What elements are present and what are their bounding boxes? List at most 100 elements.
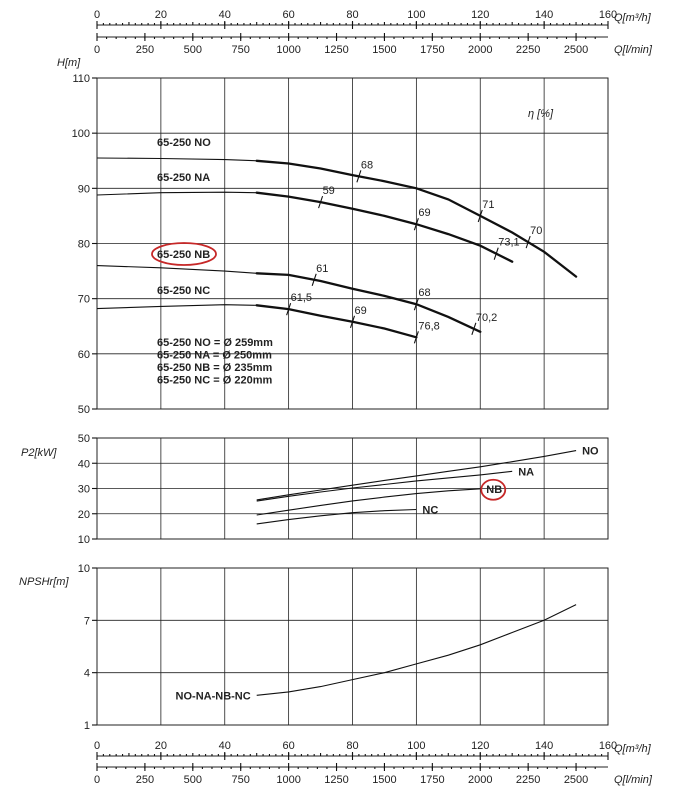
bottom-lmin-tick-label: 500 <box>184 774 202 786</box>
highlight-circle-nb-power <box>480 478 507 501</box>
axes-layer: 50 60 70 80 90 100 110 10 20 30 40 50 1 4 71 0 H[m] P2[kW… <box>19 9 653 786</box>
head-curve-2 <box>255 191 514 263</box>
bottom-lmin-unit-label: Q[l/min] <box>614 774 653 786</box>
npsh-ytick-label: 4 <box>84 668 90 680</box>
legend-entry-3: 65-250 NB = Ø 235mm <box>157 362 272 374</box>
power-curve-label-na: NA <box>518 466 534 478</box>
efficiency-mark-5 <box>413 218 419 231</box>
top-lmin-tick-label: 1500 <box>372 44 396 56</box>
top-lmin-tick-label: 250 <box>136 44 154 56</box>
head-axis-title: H[m] <box>57 57 81 69</box>
head-ytick-label: 100 <box>72 128 90 140</box>
efficiency-value-4: 59 <box>323 185 335 197</box>
efficiency-value-1: 68 <box>361 159 373 171</box>
top-lmin-tick-label: 2000 <box>468 44 492 56</box>
legend-entry-4: 65-250 NC = Ø 220mm <box>157 375 272 387</box>
bottom-lmin-tick-label: 250 <box>136 774 154 786</box>
top-m3h-tick-label: 0 <box>94 9 100 21</box>
npsh-curve <box>256 604 577 696</box>
top-lmin-tick-label: 500 <box>184 44 202 56</box>
top-m3h-tick-label: 140 <box>535 9 553 21</box>
top-m3h-tick-label: 20 <box>155 9 167 21</box>
efficiency-value-7: 61 <box>316 263 328 275</box>
efficiency-mark-7 <box>311 273 317 286</box>
head-ytick-label: 60 <box>78 349 90 361</box>
efficiency-axis-title: η [%] <box>528 108 554 120</box>
highlight-circle-nb <box>151 242 217 266</box>
efficiency-value-2: 71 <box>482 199 494 211</box>
head-curve-4 <box>255 304 418 339</box>
top-m3h-tick-label: 60 <box>283 9 295 21</box>
top-lmin-tick-label: 0 <box>94 44 100 56</box>
top-lmin-tick-label: 2500 <box>564 44 588 56</box>
npsh-ytick-label: 1 <box>84 720 90 732</box>
bottom-lmin-tick-label: 0 <box>94 774 100 786</box>
top-lmin-tick-label: 1000 <box>276 44 300 56</box>
efficiency-mark-11 <box>349 315 356 329</box>
top-m3h-tick-label: 40 <box>219 9 231 21</box>
npsh-curve-label: NO-NA-NB-NC <box>176 690 251 702</box>
power-curve-label-no: NO <box>582 446 599 458</box>
legend-entry-2: 65-250 NA = Ø 250mm <box>157 350 272 362</box>
top-lmin-tick-label: 1750 <box>420 44 444 56</box>
efficiency-value-8: 68 <box>418 287 430 299</box>
power-curve-nc <box>256 508 417 525</box>
power-curve-label-nc: NC <box>422 504 438 516</box>
bottom-lmin-tick-label: 2250 <box>516 774 540 786</box>
bottom-m3h-tick-label: 20 <box>155 740 167 752</box>
bottom-lmin-tick-label: 1000 <box>276 774 300 786</box>
bottom-m3h-tick-label: 40 <box>219 740 231 752</box>
legend-entry-1: 65-250 NO = Ø 259mm <box>157 337 273 349</box>
head-ytick-label: 110 <box>72 73 90 85</box>
efficiency-mark-1 <box>356 170 362 183</box>
head-ytick-label: 70 <box>78 294 90 306</box>
head-curve-3 <box>255 272 482 333</box>
power-ytick-label: 50 <box>78 433 90 445</box>
bottom-m3h-tick-label: 120 <box>471 740 489 752</box>
top-lmin-tick-label: 2250 <box>516 44 540 56</box>
efficiency-mark-3 <box>525 235 531 249</box>
efficiency-mark-12 <box>413 331 419 344</box>
bottom-m3h-tick-label: 60 <box>283 740 295 752</box>
efficiency-value-10: 61,5 <box>291 292 312 304</box>
grid-layer <box>92 77 609 726</box>
head-curve-label-1: 65-250 NO <box>157 137 211 149</box>
power-ytick-label: 30 <box>78 484 90 496</box>
efficiency-mark-6 <box>493 247 499 260</box>
power-axis-title: P2[kW] <box>21 447 57 459</box>
efficiency-mark-10 <box>286 302 292 316</box>
power-curve-no <box>256 450 577 501</box>
curves-layer <box>96 157 578 696</box>
npsh-axis-title: NPSHr[m] <box>19 576 69 588</box>
bottom-lmin-tick-label: 750 <box>232 774 250 786</box>
bottom-m3h-tick-label: 100 <box>407 740 425 752</box>
power-curve-na <box>256 470 513 502</box>
head-ytick-label: 90 <box>78 183 90 195</box>
top-m3h-tick-label: 160 <box>599 9 617 21</box>
bottom-m3h-tick-label: 140 <box>535 740 553 752</box>
bottom-lmin-tick-label: 1750 <box>420 774 444 786</box>
power-ytick-label: 20 <box>78 509 90 521</box>
power-ytick-label: 10 <box>78 534 90 546</box>
efficiency-value-11: 69 <box>355 305 367 317</box>
top-lmin-tick-label: 750 <box>232 44 250 56</box>
head-curve-3-flat-segment <box>96 265 257 274</box>
head-curve-1 <box>255 159 578 278</box>
efficiency-value-12: 76,8 <box>418 320 439 332</box>
efficiency-value-3: 70 <box>530 225 542 237</box>
top-m3h-unit-label: Q[m³/h] <box>614 12 652 24</box>
power-ytick-label: 40 <box>78 458 90 470</box>
top-m3h-tick-label: 120 <box>471 9 489 21</box>
efficiency-value-6: 73,1 <box>498 237 519 249</box>
head-ytick-label: 50 <box>78 404 90 416</box>
efficiency-mark-4 <box>318 195 324 209</box>
efficiency-value-5: 69 <box>418 207 430 219</box>
head-curve-4-flat-segment <box>96 304 257 310</box>
head-curve-label-3: 65-250 NB <box>157 249 210 261</box>
top-m3h-tick-label: 80 <box>346 9 358 21</box>
efficiency-mark-2 <box>477 209 483 223</box>
bottom-lmin-tick-label: 2500 <box>564 774 588 786</box>
bottom-m3h-tick-label: 0 <box>94 740 100 752</box>
head-curve-1-flat-segment <box>96 157 257 162</box>
